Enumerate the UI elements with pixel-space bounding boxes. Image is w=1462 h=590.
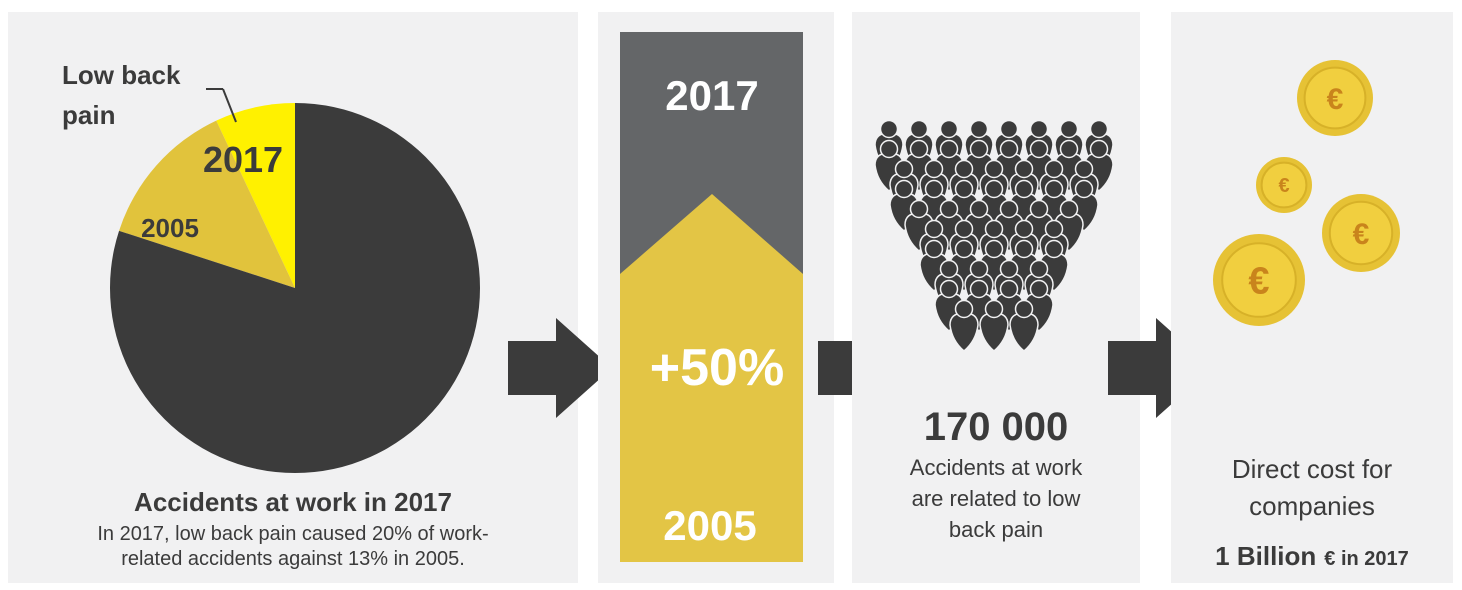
- people-crowd-graphic: 170 000 Accidents at work are related to…: [874, 119, 1114, 542]
- growth-top-label: 2017: [665, 72, 758, 119]
- euro-coin-icon: €: [1256, 157, 1312, 213]
- pie-description-line1: In 2017, low back pain caused 20% of wor…: [97, 523, 488, 545]
- euro-symbol: €: [1248, 261, 1269, 303]
- coins-graphic: € € € € Direct cost for companies 1 Bill…: [1213, 60, 1409, 571]
- person-icon: [1009, 299, 1039, 352]
- person-icon: [904, 199, 934, 252]
- growth-bottom-label: 2005: [663, 502, 756, 549]
- people-text-line1: Accidents at work: [910, 455, 1083, 480]
- cost-panel: € € € € Direct cost for companies 1 Bill…: [1171, 12, 1453, 583]
- cost-text-line1: Direct cost for: [1232, 454, 1393, 484]
- callout-line: [222, 88, 237, 123]
- people-number: 170 000: [924, 405, 1069, 449]
- arrow-right-icon: [1108, 318, 1212, 418]
- bar-2005-arrow: [620, 194, 803, 562]
- growth-panel: 2017 +50% 2005: [598, 12, 834, 583]
- people-text-line2: are related to low: [912, 486, 1081, 511]
- euro-coin-icon: €: [1297, 60, 1373, 136]
- pie-title: Accidents at work in 2017: [134, 487, 452, 517]
- cost-text-line2: companies: [1249, 491, 1375, 521]
- person-icon: [1069, 179, 1099, 232]
- person-icon: [979, 299, 1009, 352]
- pie-slice-other: [110, 103, 480, 473]
- euro-coin-icon: €: [1322, 194, 1400, 272]
- pie-slice-2017: [216, 103, 295, 288]
- cost-amount-value: 1 Billion: [1215, 541, 1316, 571]
- slice-label-2005: 2005: [141, 213, 199, 243]
- pie-slice-2005: [119, 120, 296, 288]
- growth-graphic: 2017 +50% 2005: [620, 32, 803, 562]
- pie-callout-label-line2: pain: [62, 100, 115, 130]
- euro-coin-icon: €: [1213, 234, 1305, 326]
- cost-amount: 1 Billion € in 2017: [1215, 541, 1409, 571]
- people-panel: 170 000 Accidents at work are related to…: [852, 12, 1140, 583]
- euro-symbol: €: [1353, 218, 1370, 251]
- growth-percent: +50%: [650, 339, 784, 397]
- euro-symbol: €: [1327, 83, 1344, 116]
- euro-symbol: €: [1278, 175, 1289, 197]
- slice-label-2017: 2017: [203, 139, 283, 180]
- person-icon: [949, 299, 979, 352]
- arrow-right-icon: [508, 318, 612, 418]
- pie-chart: Low back pain 2017 2005 Accidents at wor…: [62, 60, 489, 570]
- pie-description-line2: related accidents against 13% in 2005.: [121, 548, 465, 570]
- people-text-line3: back pain: [949, 517, 1043, 542]
- pie-callout-label-line1: Low back: [62, 60, 181, 90]
- cost-amount-unit: € in 2017: [1324, 548, 1409, 570]
- pie-panel: Low back pain 2017 2005 Accidents at wor…: [8, 12, 578, 583]
